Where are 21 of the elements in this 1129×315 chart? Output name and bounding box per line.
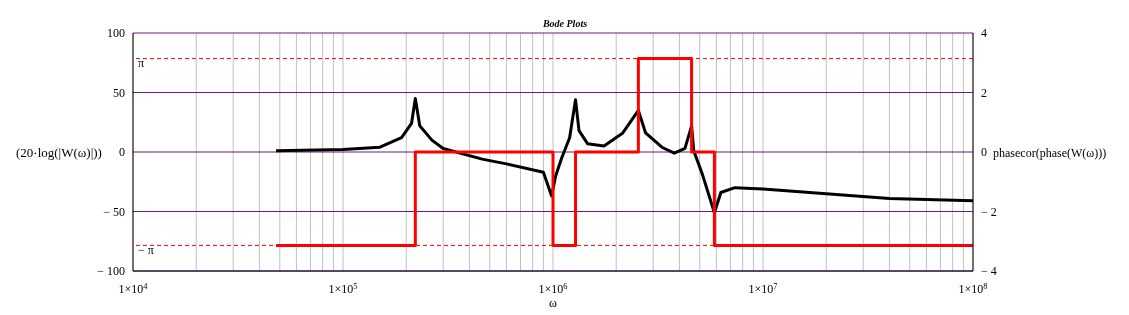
chart-title: Bode Plots — [541, 18, 588, 29]
y2-axis-title: phasecor(phase(W(ω))) — [993, 146, 1107, 160]
y-tick-label: 0 — [119, 145, 125, 159]
x-tick-label: 1×10$^{4}$ — [118, 281, 149, 296]
ref-line-label: − π — [138, 242, 154, 257]
x-axis-title: ω — [549, 296, 558, 310]
y2-tick-label: 2 — [981, 85, 987, 100]
y2-tick-label: 0 — [981, 145, 987, 159]
y2-tick-label: − 4 — [981, 264, 997, 278]
y2-tick-label: 4 — [981, 26, 987, 40]
x-tick-label: 1×10$^{6}$ — [538, 281, 568, 296]
y-tick-label: − 100 — [97, 264, 125, 278]
ref-line-label: π — [138, 55, 145, 70]
y-tick-label: − 50 — [103, 204, 125, 219]
y-tick-label: 100 — [107, 26, 125, 40]
x-tick-label: 1×10$^{5}$ — [328, 281, 358, 296]
y-tick-label: 50 — [113, 85, 125, 100]
x-tick-label: 1×10$^{8}$ — [958, 281, 988, 296]
y2-tick-label: − 2 — [981, 204, 997, 219]
y-axis-title: (20·log(|W(ω)|)) — [16, 145, 102, 160]
x-tick-label: 1×10$^{7}$ — [748, 281, 778, 296]
